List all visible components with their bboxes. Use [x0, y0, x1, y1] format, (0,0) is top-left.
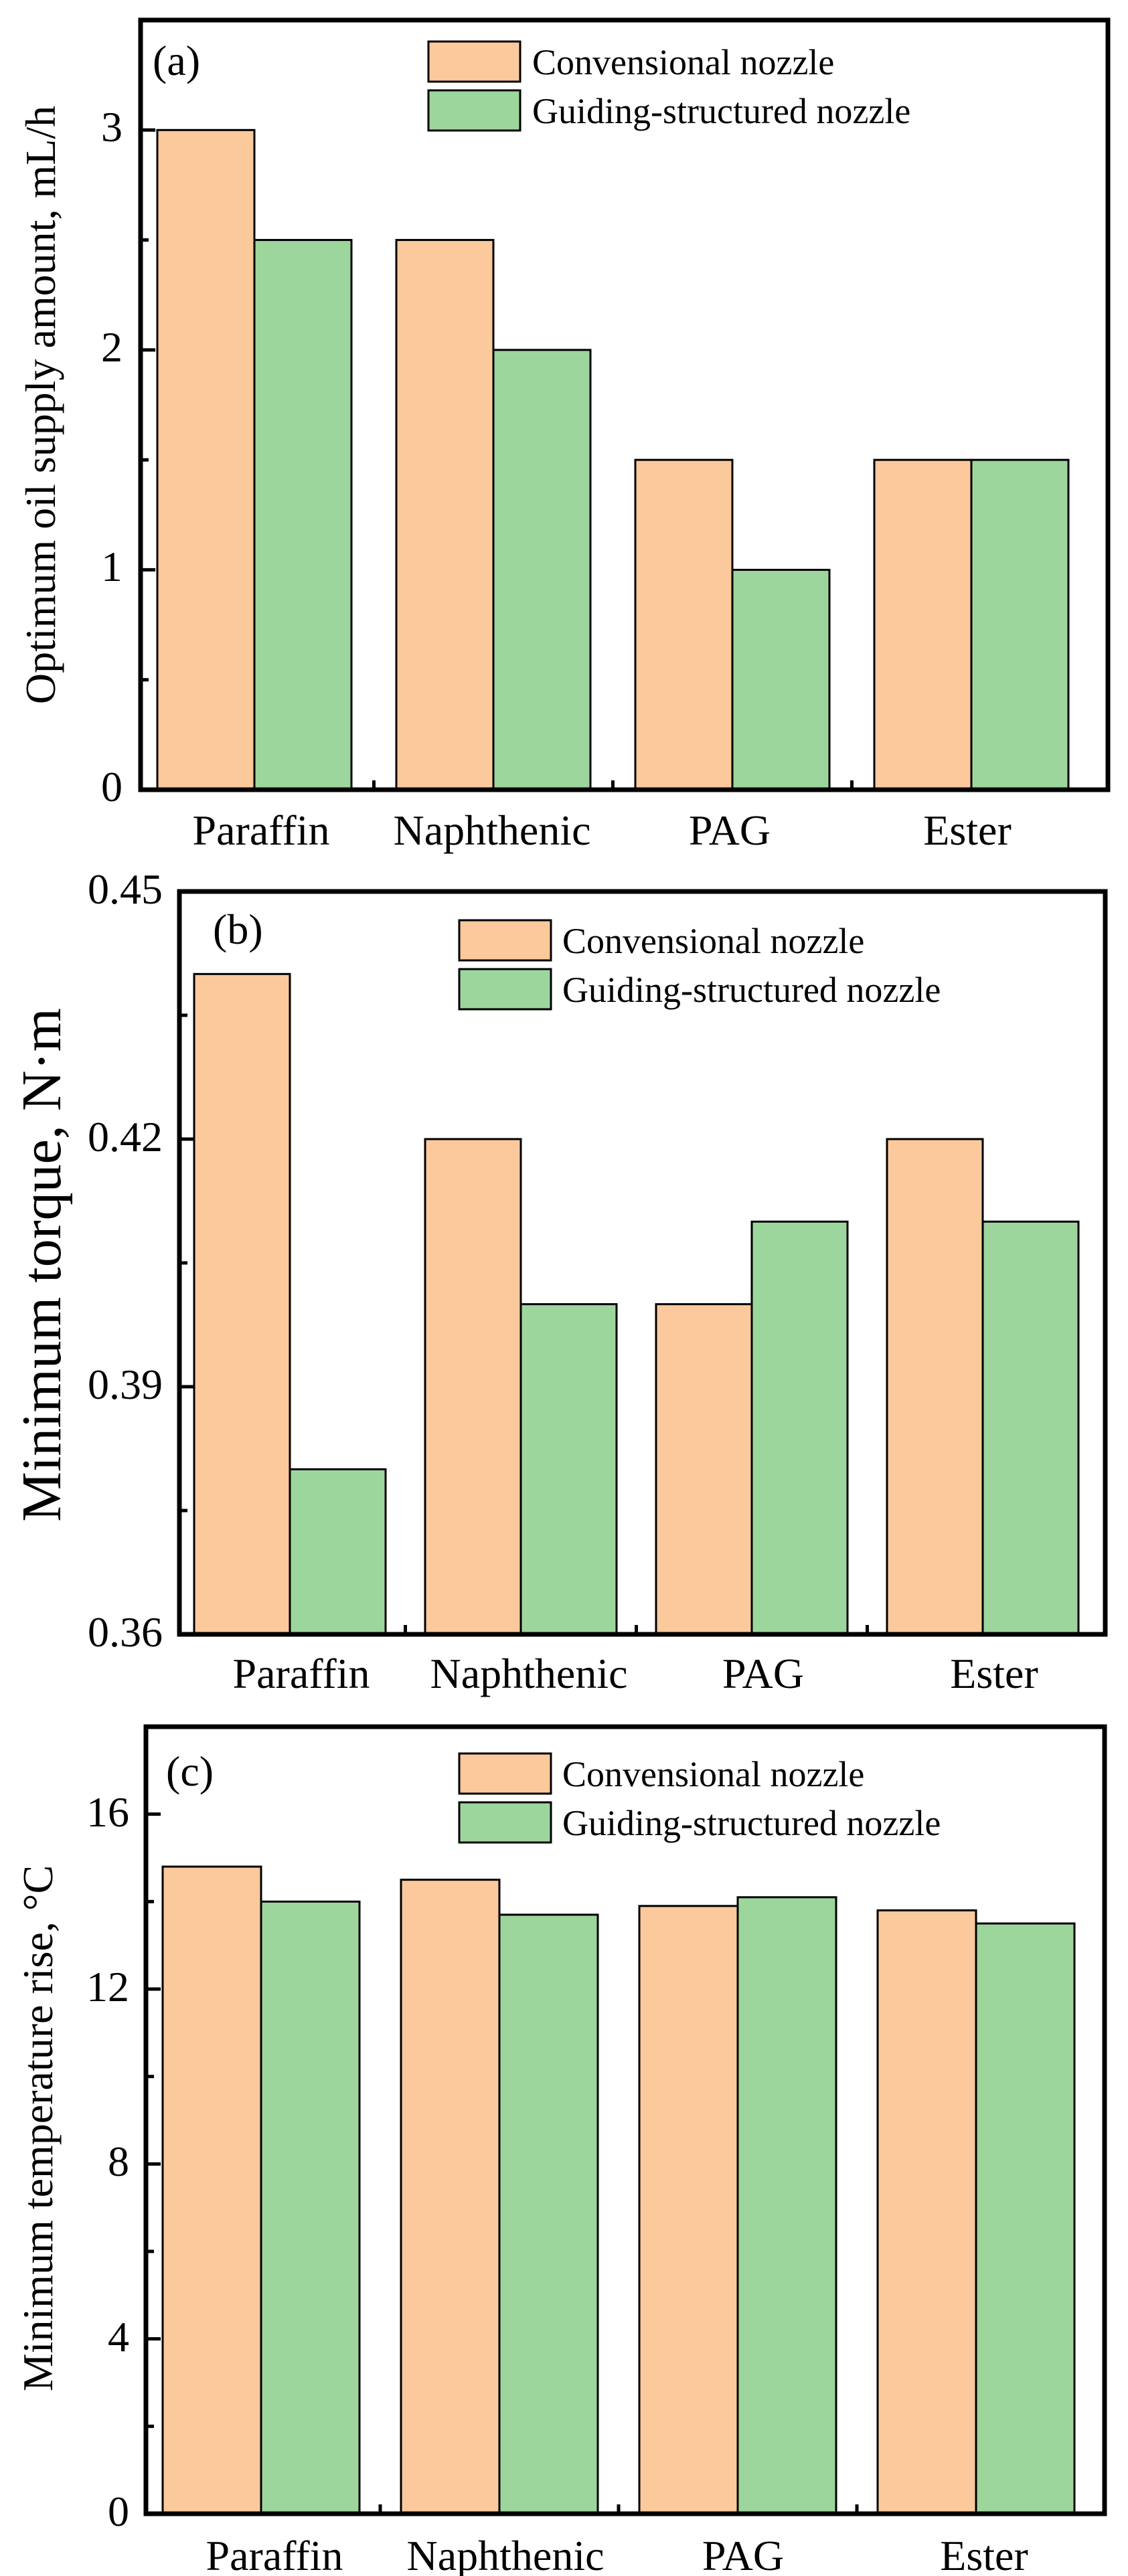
panel-b-legend-label-guiding: Guiding-structured nozzle	[562, 970, 941, 1010]
panel-c-ticks	[146, 1812, 859, 2516]
panel-a-y-axis-label: Optimum oil supply amount, mL/h	[17, 106, 64, 704]
panel-b-tag: (b)	[213, 906, 263, 953]
panel-c-plot-frame	[143, 1724, 1107, 2516]
panel-b-ticks	[179, 889, 869, 1636]
panel-c-ytick-label: 4	[108, 2313, 129, 2360]
panel-b-legend-swatch-guiding	[458, 968, 552, 1011]
panel-c-legend-swatch-guiding	[458, 1801, 552, 1844]
panel-b-legend-swatch-conventional	[458, 919, 552, 962]
panel-a-bar-conventional-ester	[873, 458, 973, 791]
panel-c-bar-conventional-ester	[876, 1909, 977, 2515]
panel-b-bars	[193, 972, 1080, 1636]
panel-b-bar-guiding-paraffin	[289, 1468, 387, 1636]
panel-c-category-label: Paraffin	[206, 2532, 343, 2576]
panel-b-bar-conventional-paraffin	[193, 972, 291, 1636]
panel-c-bar-guiding-paraffin	[260, 1900, 361, 2515]
panel-a-bars	[156, 128, 1070, 791]
panel-c-category-label: PAG	[702, 2532, 784, 2576]
panel-a-category-label: Paraffin	[193, 806, 330, 854]
panel-b-bar-guiding-naphthenic	[519, 1303, 618, 1636]
panel-a: 0 1 2 3 Paraffin Naphthenic PAG Ester Op…	[17, 17, 1111, 854]
panel-c-bar-guiding-ester	[975, 1922, 1076, 2515]
panel-a-legend-swatch-guiding	[427, 89, 521, 132]
panel-a-ticks	[141, 128, 854, 792]
panel-a-category-label: PAG	[689, 806, 771, 854]
panel-c-bar-guiding-naphthenic	[498, 1913, 599, 2515]
panel-a-bar-conventional-naphthenic	[395, 239, 495, 791]
panel-c-category-label: Naphthenic	[407, 2532, 605, 2576]
panel-b-category-label: Naphthenic	[430, 1650, 628, 1697]
panel-a-category-label: Ester	[923, 806, 1012, 854]
panel-a-legend-label-conventional: Convensional nozzle	[532, 42, 834, 82]
panel-c-y-axis-label: Minimum temperature rise, °C	[14, 1865, 62, 2391]
panel-c-bar-conventional-pag	[638, 1905, 739, 2515]
panel-a-tag: (a)	[153, 37, 200, 84]
panel-b-ytick-label: 0.45	[88, 865, 163, 913]
panel-a-plot-frame	[138, 17, 1111, 792]
panel-b-category-label: PAG	[722, 1650, 804, 1697]
panel-a-legend-label-guiding: Guiding-structured nozzle	[532, 91, 910, 131]
panel-c-legend-label-conventional: Convensional nozzle	[562, 1754, 864, 1794]
panel-a-legend-swatch-conventional	[427, 40, 521, 83]
panel-a-bar-conventional-paraffin	[156, 128, 256, 791]
panel-b-category-label: Ester	[950, 1650, 1038, 1697]
panel-a-category-label: Naphthenic	[394, 806, 591, 854]
panel-c: 0 4 8 12 16 Paraffin Naphthenic PAG Este…	[14, 1724, 1107, 2576]
panel-b-bar-conventional-pag	[655, 1303, 753, 1636]
panel-c-bars	[161, 1865, 1076, 2515]
panel-a-bar-guiding-naphthenic	[492, 349, 592, 791]
panel-a-ytick-label: 3	[101, 103, 123, 151]
panel-c-legend-swatch-conventional	[458, 1752, 552, 1795]
panel-a-bar-conventional-pag	[634, 458, 734, 791]
panel-a-bar-guiding-paraffin	[253, 239, 353, 791]
panel-b-bar-conventional-ester	[886, 1138, 984, 1636]
panel-c-legend-label-guiding: Guiding-structured nozzle	[562, 1803, 941, 1843]
panel-a-ytick-label: 1	[101, 543, 123, 590]
panel-c-bar-guiding-pag	[736, 1896, 837, 2515]
panel-c-bar-conventional-naphthenic	[400, 1879, 501, 2515]
panel-a-bar-guiding-ester	[970, 458, 1070, 791]
panel-c-ytick-label: 12	[86, 1963, 129, 2010]
panel-a-bar-guiding-pag	[731, 568, 831, 791]
panel-b-legend-label-conventional: Convensional nozzle	[562, 921, 864, 961]
panel-b-ytick-label: 0.39	[88, 1361, 163, 1408]
panel-c-category-label: Ester	[940, 2532, 1028, 2576]
panel-b-category-label: Paraffin	[233, 1650, 370, 1697]
panel-b-bar-guiding-pag	[750, 1220, 849, 1636]
panel-b-y-axis-label: Minimum torque, N·m	[11, 1008, 73, 1522]
panel-a-ytick-label: 2	[101, 323, 123, 371]
panel-c-ytick-label: 8	[108, 2138, 129, 2185]
panel-c-ytick-label: 0	[108, 2488, 129, 2535]
panel-c-bar-conventional-paraffin	[161, 1865, 262, 2515]
panel-c-ytick-label: 16	[86, 1788, 129, 1836]
panel-c-tag: (c)	[166, 1747, 214, 1795]
panel-b-bar-guiding-ester	[981, 1220, 1080, 1636]
panel-b-ytick-label: 0.36	[88, 1608, 163, 1656]
panel-b-ytick-label: 0.42	[88, 1113, 163, 1161]
panel-b-bar-conventional-naphthenic	[424, 1138, 522, 1636]
panel-a-ytick-label: 0	[101, 763, 123, 810]
panel-b: 0.36 0.39 0.42 0.45 Paraffin Naphthenic …	[11, 865, 1108, 1697]
